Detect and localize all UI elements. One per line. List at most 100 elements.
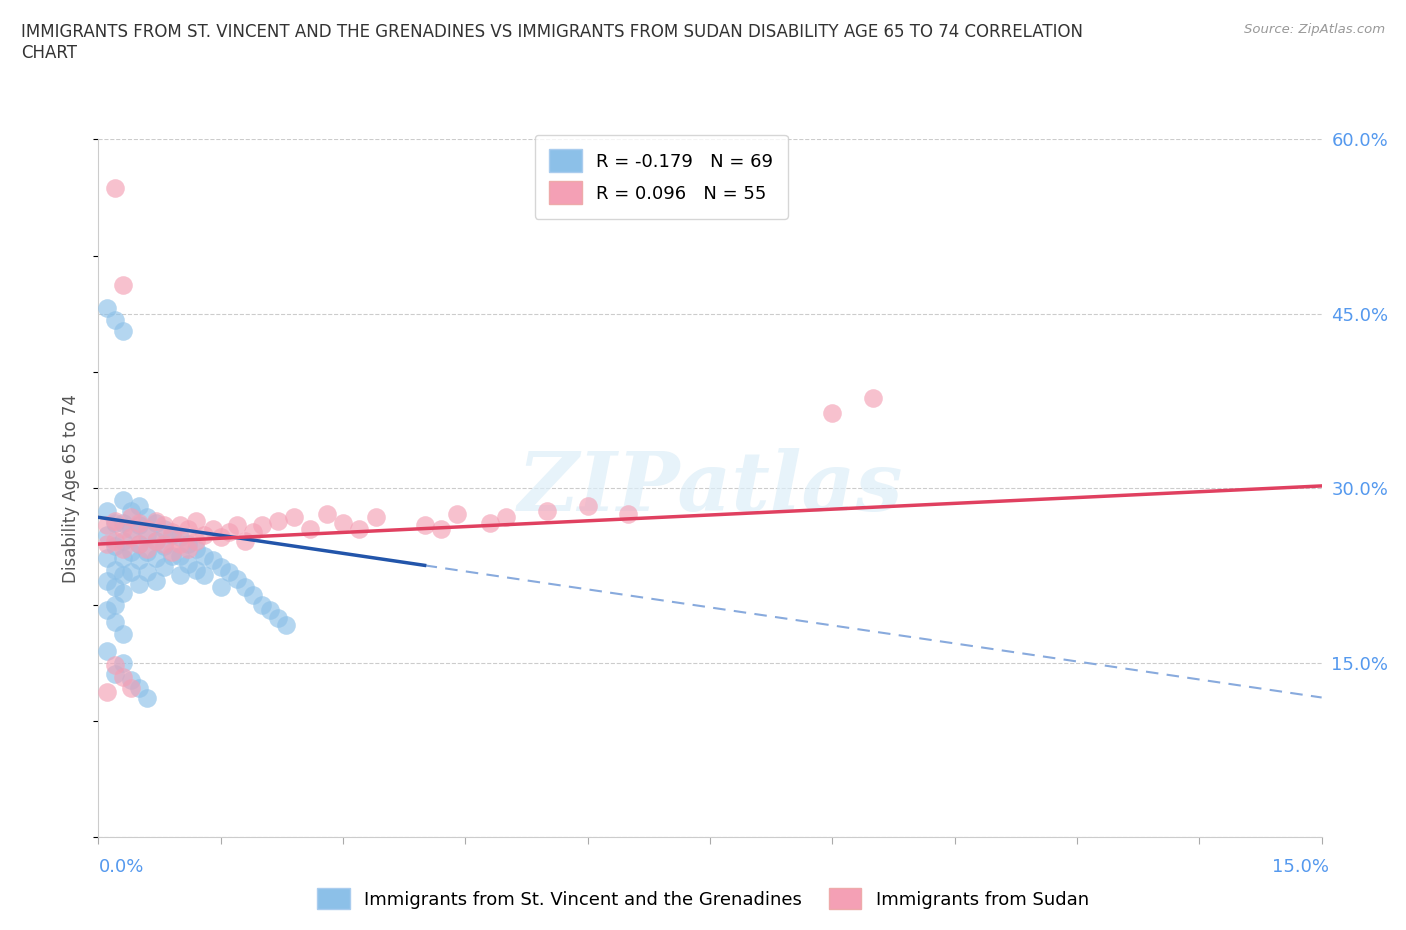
Point [209, 560, 232, 575]
Point [201, 552, 224, 567]
Point [128, 537, 150, 551]
Point [186, 533, 208, 548]
Point [617, 506, 640, 521]
Point [169, 530, 191, 545]
Point [111, 522, 134, 537]
Point [193, 568, 215, 583]
Point [111, 541, 134, 556]
Point [186, 562, 208, 577]
Point [104, 667, 127, 682]
Point [169, 549, 191, 564]
Point [136, 565, 159, 579]
Point [104, 533, 127, 548]
Point [136, 510, 159, 525]
Point [250, 597, 273, 612]
Point [111, 551, 134, 565]
Point [145, 515, 167, 530]
Point [128, 537, 150, 551]
Point [209, 579, 232, 594]
Point [152, 518, 174, 533]
Point [160, 525, 183, 539]
Point [145, 533, 167, 548]
Point [96, 684, 118, 699]
Point [267, 611, 290, 626]
Point [128, 576, 150, 591]
Point [193, 527, 215, 542]
Point [120, 672, 142, 687]
Text: 0.0%: 0.0% [98, 857, 143, 876]
Point [152, 560, 174, 575]
Point [136, 522, 159, 537]
Point [128, 515, 150, 530]
Point [96, 504, 118, 519]
Point [177, 522, 200, 537]
Point [218, 565, 240, 579]
Point [104, 658, 127, 672]
Point [128, 498, 150, 513]
Point [226, 571, 249, 587]
Point [111, 533, 134, 548]
Point [104, 597, 127, 612]
Point [120, 510, 142, 525]
Point [536, 504, 558, 519]
Point [177, 556, 200, 571]
Point [96, 527, 118, 542]
Point [242, 525, 264, 539]
Point [104, 539, 127, 554]
Point [136, 545, 159, 560]
Point [104, 579, 127, 594]
Point [495, 510, 517, 525]
Point [177, 537, 200, 551]
Point [120, 681, 142, 696]
Point [111, 568, 134, 583]
Point [104, 312, 127, 327]
Point [177, 541, 200, 556]
Point [120, 545, 142, 560]
Point [96, 551, 118, 565]
Point [120, 522, 142, 537]
Point [104, 615, 127, 630]
Point [111, 626, 134, 641]
Point [209, 530, 232, 545]
Text: ZIPatlas: ZIPatlas [517, 448, 903, 528]
Point [96, 537, 118, 551]
Point [145, 513, 167, 528]
Point [242, 588, 264, 603]
Point [96, 518, 118, 533]
Point [136, 690, 159, 705]
Point [104, 513, 127, 528]
Point [226, 518, 249, 533]
Point [96, 574, 118, 589]
Point [120, 530, 142, 545]
Point [218, 525, 240, 539]
Point [145, 533, 167, 548]
Point [233, 533, 256, 548]
Point [315, 506, 337, 521]
Text: IMMIGRANTS FROM ST. VINCENT AND THE GRENADINES VS IMMIGRANTS FROM SUDAN DISABILI: IMMIGRANTS FROM ST. VINCENT AND THE GREN… [21, 23, 1083, 62]
Point [821, 405, 844, 420]
Point [349, 522, 371, 537]
Point [111, 670, 134, 684]
Point [160, 545, 183, 560]
Y-axis label: Disability Age 65 to 74: Disability Age 65 to 74 [62, 393, 80, 583]
Point [169, 568, 191, 583]
Legend: R = -0.179   N = 69, R = 0.096   N = 55: R = -0.179 N = 69, R = 0.096 N = 55 [534, 135, 787, 219]
Text: Source: ZipAtlas.com: Source: ZipAtlas.com [1244, 23, 1385, 36]
Point [201, 522, 224, 537]
Point [145, 551, 167, 565]
Point [160, 549, 183, 564]
Point [283, 510, 305, 525]
Point [169, 518, 191, 533]
Point [136, 541, 159, 556]
Point [104, 515, 127, 530]
Point [152, 522, 174, 537]
Point [332, 515, 354, 530]
Point [274, 618, 297, 633]
Point [111, 493, 134, 508]
Point [169, 537, 191, 551]
Point [299, 522, 322, 537]
Point [111, 515, 134, 530]
Point [576, 498, 599, 513]
Point [136, 527, 159, 542]
Point [259, 603, 281, 618]
